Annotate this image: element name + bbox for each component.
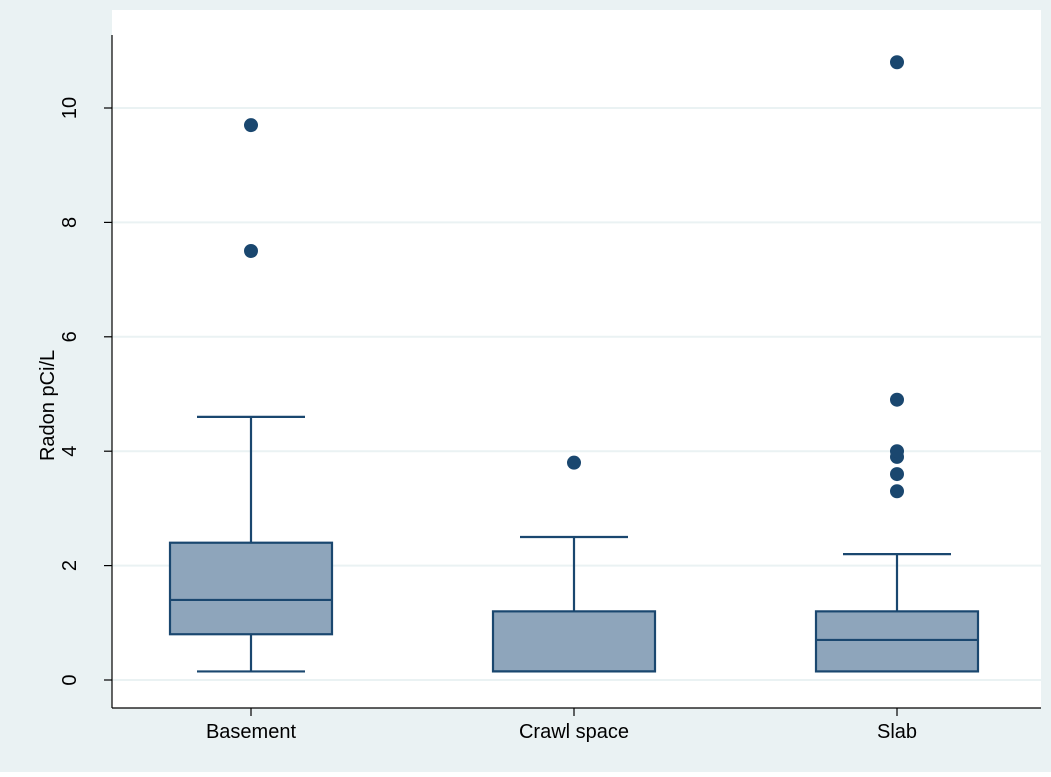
iqr-box bbox=[168, 541, 334, 636]
box-crawl-space bbox=[491, 455, 657, 673]
y-tick-label: 0 bbox=[59, 674, 81, 685]
iqr-box bbox=[491, 610, 657, 673]
y-tick-label: 10 bbox=[59, 97, 81, 119]
boxes-layer bbox=[168, 55, 980, 673]
outlier-point bbox=[244, 244, 258, 258]
iqr-box bbox=[814, 610, 980, 673]
outlier-point bbox=[244, 118, 258, 133]
y-tick-label: 4 bbox=[59, 446, 81, 457]
y-tick-label: 6 bbox=[59, 331, 81, 342]
box-basement bbox=[168, 118, 334, 673]
box-slab bbox=[814, 55, 980, 673]
y-axis-label: Radon pCi/L bbox=[37, 350, 59, 461]
x-tick-label: Basement bbox=[206, 721, 296, 743]
y-tick-label: 8 bbox=[59, 217, 81, 228]
outlier-point bbox=[890, 444, 904, 459]
outlier-point bbox=[890, 467, 904, 482]
outlier-point bbox=[890, 392, 904, 407]
outlier-point bbox=[890, 484, 904, 499]
gridlines bbox=[112, 107, 1041, 681]
y-tick-label: 2 bbox=[59, 560, 81, 571]
axes: 0 2 4 6 8 10 Basement Crawl space Slab bbox=[59, 35, 1041, 743]
x-tick-label: Crawl space bbox=[519, 721, 629, 743]
x-tick-label: Slab bbox=[877, 721, 917, 743]
outlier-point bbox=[567, 455, 581, 470]
outlier-point bbox=[890, 55, 904, 70]
